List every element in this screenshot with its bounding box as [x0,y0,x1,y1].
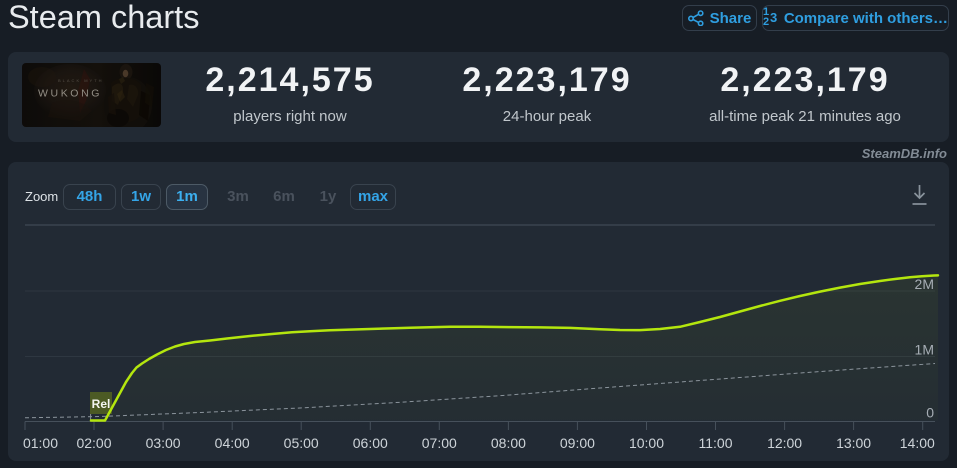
svg-text:10:00: 10:00 [629,435,664,451]
svg-text:13:00: 13:00 [836,435,871,451]
svg-text:01:00: 01:00 [23,435,58,451]
svg-text:BLACK MYTH: BLACK MYTH [58,78,104,83]
svg-text:06:00: 06:00 [353,435,388,451]
svg-text:2M: 2M [915,276,934,292]
svg-text:03:00: 03:00 [146,435,181,451]
svg-text:0: 0 [926,405,934,421]
svg-text:04:00: 04:00 [215,435,250,451]
svg-text:02:00: 02:00 [76,435,111,451]
svg-text:11:00: 11:00 [699,435,733,451]
svg-text:07:00: 07:00 [422,435,457,451]
svg-text:1M: 1M [915,342,934,358]
svg-text:05:00: 05:00 [284,435,319,451]
svg-text:14:00: 14:00 [900,435,935,451]
svg-text:WUKONG: WUKONG [38,88,102,100]
svg-text:09:00: 09:00 [560,435,595,451]
svg-text:08:00: 08:00 [491,435,526,451]
svg-text:12:00: 12:00 [767,435,802,451]
svg-text:Rel: Rel [92,397,111,411]
